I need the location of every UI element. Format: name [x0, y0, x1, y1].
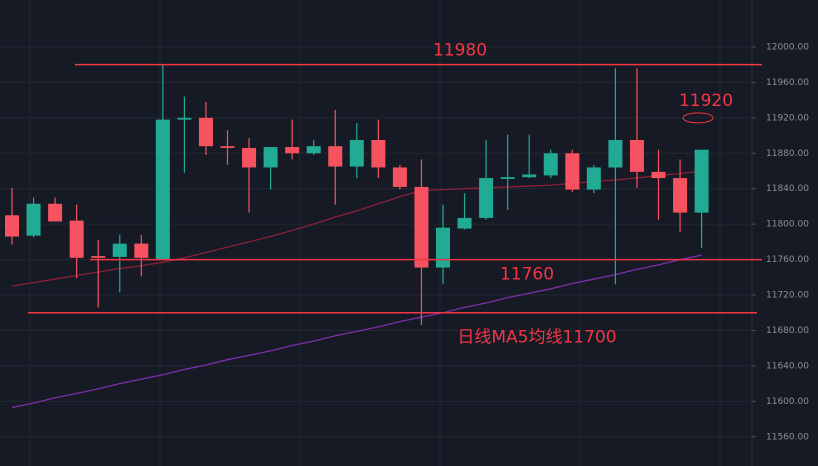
candle-body — [586, 167, 601, 190]
candle-body — [177, 117, 192, 120]
y-tick-label: 11840.00 — [766, 184, 809, 194]
candle-body — [371, 139, 386, 168]
y-tick-label: 11760.00 — [766, 255, 809, 265]
candle-body — [134, 243, 149, 258]
candle-body — [629, 139, 644, 172]
candle-body — [242, 147, 257, 168]
y-tick-label: 11680.00 — [766, 326, 809, 336]
y-tick-label: 11880.00 — [766, 149, 809, 159]
candle-body — [543, 153, 558, 176]
candle-body — [673, 178, 688, 213]
annotation-label: 11920 — [679, 91, 733, 111]
y-tick-label: 11600.00 — [766, 397, 809, 407]
candle-body — [500, 177, 515, 179]
candle-body — [306, 146, 321, 154]
overlay-line — [11, 170, 702, 287]
candle-body — [112, 243, 127, 257]
candle-body — [285, 147, 300, 154]
candle-body — [263, 147, 278, 168]
candle-body — [198, 117, 213, 147]
y-tick-label: 11560.00 — [766, 432, 809, 442]
candle-body — [565, 153, 580, 190]
candle-body — [522, 174, 537, 178]
y-tick-label: 11920.00 — [766, 113, 809, 123]
candle-body — [479, 178, 494, 218]
candle-body — [69, 220, 84, 258]
candle-body — [392, 167, 407, 187]
candle-body — [220, 146, 235, 148]
annotation-label: 日线MA5均线11700 — [457, 328, 616, 348]
y-tick-label: 12000.00 — [766, 42, 809, 52]
candle-body — [328, 146, 343, 167]
annotation-label: 11760 — [500, 265, 554, 285]
candle-body — [436, 227, 450, 268]
annotation-label: 11980 — [433, 41, 487, 61]
y-tick-label: 11960.00 — [766, 78, 809, 88]
candle-body — [155, 119, 170, 260]
candle-body — [694, 149, 709, 213]
candle-body — [91, 256, 106, 258]
candle-body — [414, 186, 429, 268]
y-tick-label: 11800.00 — [766, 220, 809, 230]
overlay-line — [11, 254, 702, 409]
candle-body — [349, 139, 364, 167]
candle-body — [457, 217, 472, 229]
candle-body — [48, 203, 63, 222]
candle-body — [651, 171, 666, 179]
candle-body — [608, 139, 623, 168]
y-tick-label: 11640.00 — [766, 361, 809, 371]
vertical-grid — [29, 0, 721, 466]
candle-body — [5, 215, 19, 237]
candle-body — [26, 203, 41, 236]
y-tick-label: 11720.00 — [766, 291, 809, 301]
annotation-ellipse — [682, 112, 714, 124]
